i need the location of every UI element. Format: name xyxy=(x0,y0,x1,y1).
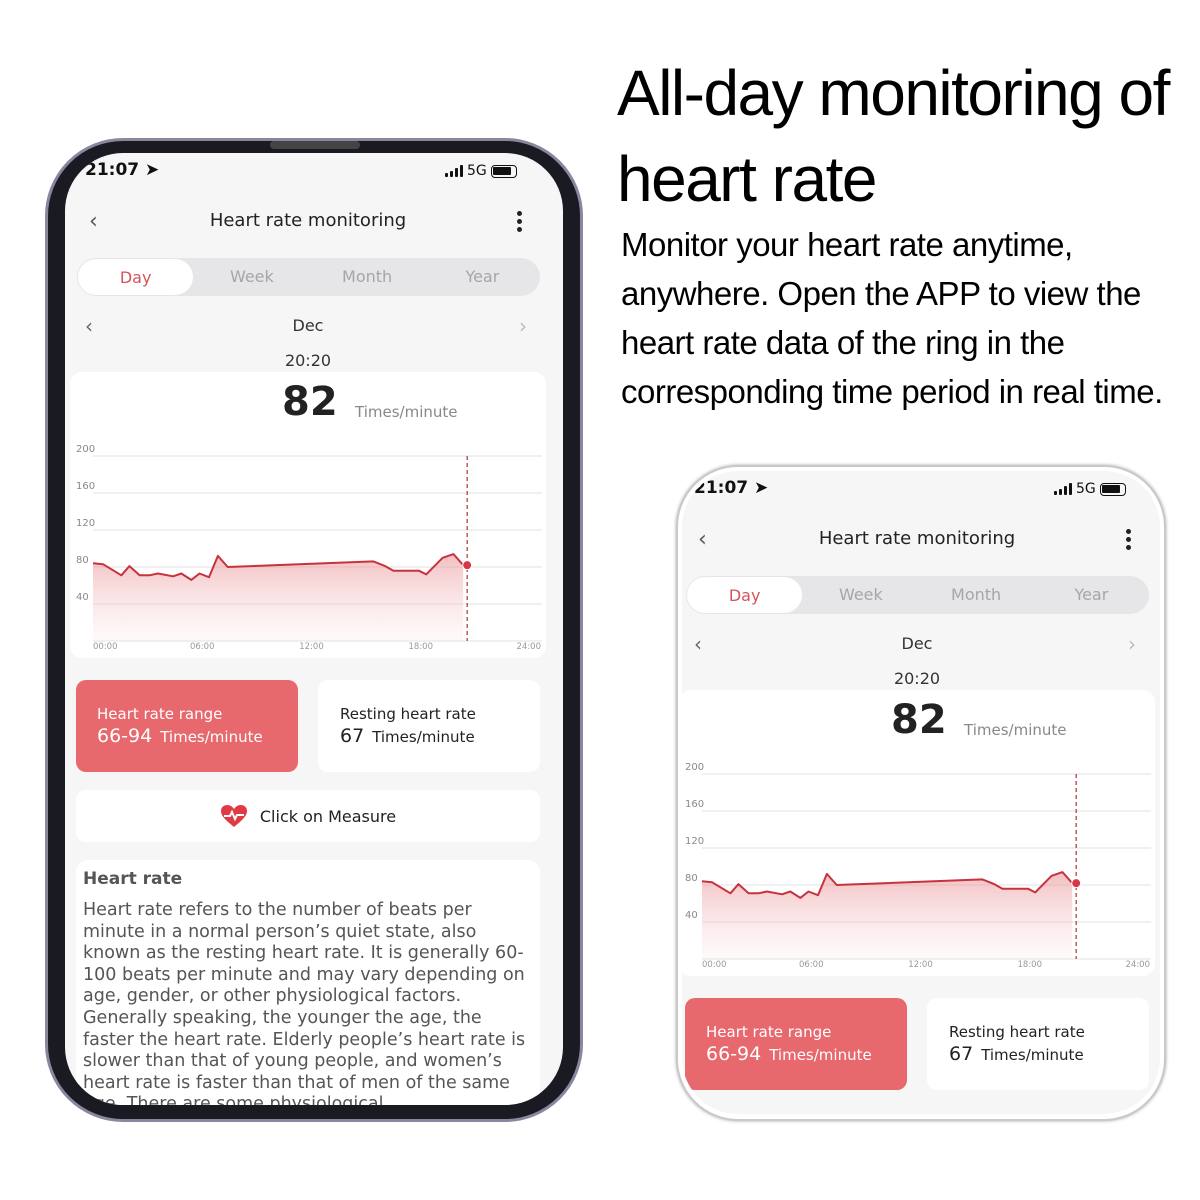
tab-month[interactable]: Month xyxy=(951,585,1002,604)
area-fill xyxy=(702,872,1073,959)
range-unit: Times/minute xyxy=(769,1046,872,1064)
y-tick-label: 200 xyxy=(685,762,704,773)
area-fill xyxy=(93,554,464,641)
phone-notch xyxy=(270,141,360,149)
x-tick-label: 24:00 xyxy=(1126,960,1151,970)
headline: All-day monitoring of heart rate xyxy=(617,57,1170,215)
x-tick-label: 18:00 xyxy=(1018,960,1043,970)
x-tick-label: 00:00 xyxy=(702,960,727,970)
selected-time: 20:20 xyxy=(284,351,332,370)
x-tick-label: 12:00 xyxy=(299,642,324,652)
resting-label: Resting heart rate xyxy=(340,705,476,723)
y-tick-label: 160 xyxy=(685,799,704,810)
y-tick-label: 200 xyxy=(76,444,95,455)
more-vertical-icon[interactable] xyxy=(1126,529,1131,550)
status-icons: 5G xyxy=(445,163,517,179)
x-tick-label: 06:00 xyxy=(799,960,824,970)
resting-label: Resting heart rate xyxy=(949,1023,1085,1041)
x-tick-label: 12:00 xyxy=(908,960,933,970)
network-label: 5G xyxy=(467,163,487,179)
tab-week[interactable]: Week xyxy=(229,267,274,286)
heart-rate-chart[interactable]: 200 160 120 80 40 00:00 06:00 12:00 18:00 24:00 xyxy=(65,153,563,663)
signal-icon xyxy=(445,165,463,177)
back-button[interactable]: ‹ xyxy=(89,209,98,234)
y-tick-label: 40 xyxy=(76,592,89,603)
previous-period-button[interactable]: ‹ xyxy=(85,314,93,338)
page-title: Heart rate monitoring xyxy=(818,528,1016,549)
heart-rate-value: 82 xyxy=(282,379,338,425)
period-tabs: Day Week Month Year xyxy=(77,258,540,296)
page-title: Heart rate monitoring xyxy=(209,210,407,231)
app-content: 21:07 ➤ 5G ‹ Heart rate monitoring Day W… xyxy=(65,153,563,1105)
range-label: Heart rate range xyxy=(97,705,223,723)
app-content: 21:07 ➤ 5G ‹ Heart rate monitoring Day W… xyxy=(682,471,1160,1111)
description: Monitor your heart rate anytime, anywher… xyxy=(621,226,1163,410)
clock-text: 21:07 xyxy=(85,160,140,180)
heart-pulse-icon xyxy=(220,805,247,827)
y-tick-label: 120 xyxy=(76,518,95,529)
heart-rate-line xyxy=(701,871,1073,899)
resting-heart-rate-card[interactable]: Resting heart rate 67 Times/minute xyxy=(927,998,1149,1090)
tab-week[interactable]: Week xyxy=(838,585,883,604)
range-value: 66-94 xyxy=(706,1043,762,1065)
tab-year[interactable]: Year xyxy=(465,267,500,286)
tab-year[interactable]: Year xyxy=(1074,585,1109,604)
heart-rate-value: 82 xyxy=(891,697,947,743)
y-tick-label: 160 xyxy=(76,481,95,492)
x-tick-label: 18:00 xyxy=(409,642,434,652)
next-period-button[interactable]: › xyxy=(519,314,527,338)
back-button[interactable]: ‹ xyxy=(698,527,707,552)
tab-day[interactable]: Day xyxy=(78,259,194,295)
range-value: 66-94 xyxy=(97,725,153,747)
network-label: 5G xyxy=(1076,481,1096,497)
tab-day[interactable]: Day xyxy=(687,577,803,613)
next-period-button[interactable]: › xyxy=(1128,632,1136,656)
tab-month[interactable]: Month xyxy=(342,267,393,286)
period-label: Dec xyxy=(901,634,933,653)
status-time: 21:07 ➤ xyxy=(85,160,159,180)
status-time: 21:07 ➤ xyxy=(694,478,768,498)
battery-icon xyxy=(490,164,517,178)
selected-time: 20:20 xyxy=(893,669,941,688)
clock-text: 21:07 xyxy=(694,478,749,498)
more-vertical-icon[interactable] xyxy=(517,211,522,232)
resting-value: 67 xyxy=(949,1043,974,1065)
period-label: Dec xyxy=(292,316,324,335)
previous-period-button[interactable]: ‹ xyxy=(694,632,702,656)
y-tick-label: 80 xyxy=(685,873,698,884)
heart-rate-range-card[interactable]: Heart rate range 66-94 Times/minute xyxy=(76,680,298,772)
battery-icon xyxy=(1099,482,1126,496)
heart-rate-line xyxy=(92,553,464,581)
info-title: Heart rate xyxy=(83,869,183,889)
x-tick-label: 06:00 xyxy=(190,642,215,652)
range-unit: Times/minute xyxy=(160,728,263,746)
measure-label: Click on Measure xyxy=(259,806,397,826)
resting-unit: Times/minute xyxy=(981,1046,1084,1064)
info-card: Heart rate Heart rate refers to the numb… xyxy=(76,860,540,1105)
heart-rate-chart[interactable]: 200 160 120 80 40 00:00 06:00 12:00 18:00 24:00 xyxy=(682,471,1160,981)
range-label: Heart rate range xyxy=(706,1023,832,1041)
signal-icon xyxy=(1054,483,1072,495)
selected-point xyxy=(1071,878,1082,889)
heart-rate-unit: Times/minute xyxy=(964,721,1067,739)
resting-unit: Times/minute xyxy=(372,728,475,746)
y-tick-label: 40 xyxy=(685,910,698,921)
x-tick-label: 24:00 xyxy=(517,642,542,652)
heart-rate-unit: Times/minute xyxy=(355,403,458,421)
x-tick-label: 00:00 xyxy=(93,642,118,652)
y-tick-label: 80 xyxy=(76,555,89,566)
heart-rate-range-card[interactable]: Heart rate range 66-94 Times/minute xyxy=(685,998,907,1090)
status-icons: 5G xyxy=(1054,481,1126,497)
info-text: Heart rate refers to the number of beats… xyxy=(83,900,526,1105)
resting-heart-rate-card[interactable]: Resting heart rate 67 Times/minute xyxy=(318,680,540,772)
location-arrow-icon: ➤ xyxy=(754,478,769,498)
period-tabs: Day Week Month Year xyxy=(686,576,1149,614)
resting-value: 67 xyxy=(340,725,365,747)
selected-point xyxy=(462,560,473,571)
phone-screen-large: 21:07 ➤ 5G ‹ Heart rate monitoring Day W… xyxy=(65,153,563,1105)
y-tick-label: 120 xyxy=(685,836,704,847)
measure-button[interactable]: Click on Measure xyxy=(76,790,540,842)
phone-screen-small: 21:07 ➤ 5G ‹ Heart rate monitoring Day W… xyxy=(682,471,1160,1114)
location-arrow-icon: ➤ xyxy=(145,160,160,180)
